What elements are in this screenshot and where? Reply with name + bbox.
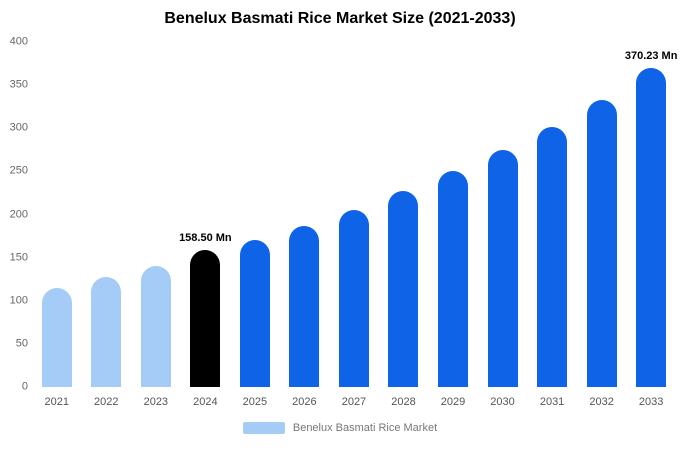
bar-column: 2027 xyxy=(329,42,379,408)
chart-title: Benelux Basmati Rice Market Size (2021-2… xyxy=(164,10,516,27)
bar-2023[interactable] xyxy=(140,266,171,387)
bar-column: 2023 xyxy=(131,42,181,408)
bar-stack: 158.50 Mn xyxy=(179,42,232,387)
bar-column: 158.50 Mn 2024 xyxy=(179,42,232,408)
x-tick-label: 2031 xyxy=(539,396,565,408)
bar-column: 2029 xyxy=(428,42,478,408)
x-tick-label: 2028 xyxy=(391,396,416,408)
bar-stack: 370.23 Mn xyxy=(624,42,678,387)
bar-value-label: 158.50 Mn xyxy=(179,232,232,245)
bar-stack xyxy=(32,42,82,387)
bar-2021[interactable] xyxy=(41,287,72,387)
bar-2025[interactable] xyxy=(239,240,270,387)
legend-label: Benelux Basmati Rice Market xyxy=(292,422,438,434)
bar-column: 2025 xyxy=(230,42,280,408)
bar-column: 2032 xyxy=(577,42,627,408)
x-tick-label: 2033 xyxy=(638,396,664,408)
bar-2027[interactable] xyxy=(338,210,369,387)
legend-swatch xyxy=(242,422,285,434)
bar-column: 2030 xyxy=(478,42,528,408)
y-tick-label: 150 xyxy=(9,251,28,264)
y-tick-label: 0 xyxy=(21,380,28,393)
bar-2028[interactable] xyxy=(388,191,419,387)
bar-column: 370.23 Mn 2033 xyxy=(624,42,678,408)
x-tick-label: 2022 xyxy=(94,396,119,408)
bar-column: 2031 xyxy=(527,42,577,408)
x-tick-label: 2024 xyxy=(193,396,218,408)
legend: Benelux Basmati Rice Market xyxy=(0,422,680,434)
bar-stack xyxy=(82,42,132,387)
bar-stack xyxy=(230,42,280,387)
y-tick-label: 300 xyxy=(9,121,28,134)
bar-2024[interactable] xyxy=(190,250,221,387)
y-tick-label: 350 xyxy=(9,78,28,91)
chart-container: Benelux Basmati Rice Market Size (2021-2… xyxy=(0,10,680,450)
y-axis: 0 50 100 150 200 250 300 350 400 xyxy=(6,36,32,392)
bar-2030[interactable] xyxy=(487,149,518,387)
bar-stack xyxy=(280,42,330,387)
bar-value-label: 370.23 Mn xyxy=(624,49,678,62)
y-tick-label: 400 xyxy=(9,35,28,48)
bar-2029[interactable] xyxy=(438,171,469,387)
x-tick-label: 2027 xyxy=(341,396,367,408)
bar-column: 2026 xyxy=(280,42,330,408)
bar-2032[interactable] xyxy=(586,99,617,387)
bar-stack xyxy=(329,42,379,387)
bar-2031[interactable] xyxy=(537,126,568,387)
bar-stack xyxy=(131,42,181,387)
y-tick-label: 50 xyxy=(15,337,28,350)
bar-2033[interactable] xyxy=(636,67,667,387)
bar-stack xyxy=(428,42,478,387)
plot-area: 0 50 100 150 200 250 300 350 400 2021 2022 2023 158… xyxy=(6,36,678,408)
y-tick-label: 200 xyxy=(9,208,28,220)
bar-stack xyxy=(478,42,528,387)
x-tick-label: 2025 xyxy=(242,396,268,408)
x-tick-label: 2029 xyxy=(440,396,466,408)
bar-2022[interactable] xyxy=(91,277,122,387)
y-tick-label: 250 xyxy=(9,164,28,177)
x-tick-label: 2030 xyxy=(490,396,515,408)
bar-2026[interactable] xyxy=(289,225,320,387)
y-tick-label: 100 xyxy=(9,294,28,307)
x-tick-label: 2026 xyxy=(292,396,317,408)
x-tick-label: 2032 xyxy=(589,396,614,408)
bar-column: 2022 xyxy=(82,42,132,408)
bar-stack xyxy=(527,42,577,387)
x-tick-label: 2023 xyxy=(143,396,169,408)
bar-series: 2021 2022 2023 158.50 Mn 2024 2025 2026 2027 202… xyxy=(32,42,678,408)
bar-stack xyxy=(379,42,429,387)
bar-stack xyxy=(577,42,627,387)
bar-column: 2021 xyxy=(32,42,82,408)
bar-column: 2028 xyxy=(379,42,429,408)
x-tick-label: 2021 xyxy=(44,396,69,408)
